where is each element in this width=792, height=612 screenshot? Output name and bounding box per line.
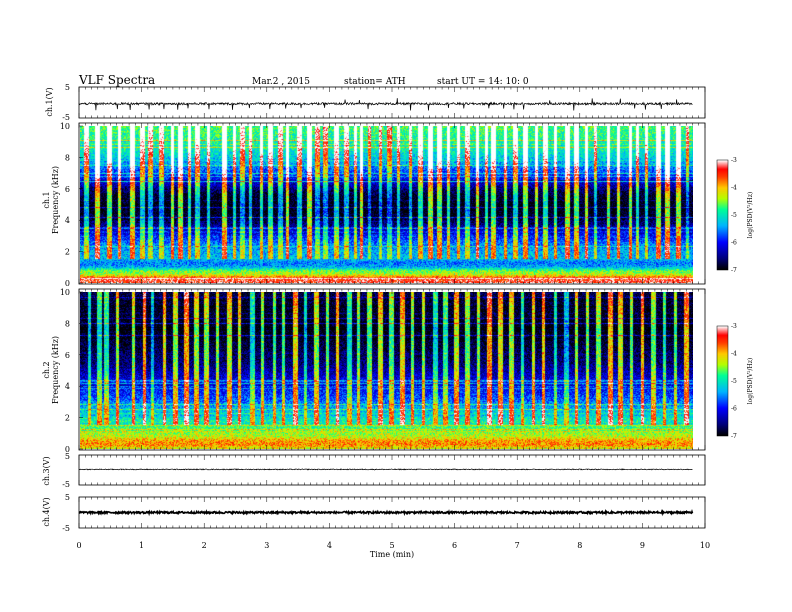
frequency-tick-label: 6 [65,351,70,360]
ch1-colorbar-label: log(PSD(V²/Hz) [747,192,754,239]
start-time-label: start UT = 14: 10: 0 [437,77,529,87]
station-label: station= ATH [344,77,406,87]
ch1-waveform-trace [78,98,693,111]
frequency-tick-label: 2 [65,414,70,423]
x-tick-label: 2 [202,541,207,550]
ch1-frequency-ticks: 0 2 4 6 8 10 [60,122,83,288]
ch1-spec-channel-label: ch.1 [42,191,51,208]
frequency-tick-label: 0 [65,279,70,288]
colorbar-tick-label: -7 [731,267,737,274]
frequency-tick-label: 8 [65,153,70,162]
x-tick-label: 1 [139,541,144,550]
x-tick-label: 10 [700,541,710,550]
x-tick-label: 0 [76,541,81,550]
colorbar-tick-label: -6 [731,240,737,247]
ch2-colorbar-ticks: -3 -4 -5 -6 -7 [731,323,737,440]
ch3-ylabel: ch.3(V) [42,456,51,485]
frequency-tick-label: 2 [65,248,70,257]
ch2-colorbar-label: log(PSD(V²/Hz) [747,358,754,405]
ch3-ytick-bottom: -5 [62,480,70,489]
colorbar-tick-label: -5 [731,212,737,219]
ch1-ylabel: ch.1(V) [45,87,54,116]
colorbar-tick-label: -4 [731,351,737,358]
frequency-tick-label: 8 [65,319,70,328]
panel-ticks [78,455,706,485]
panel-ticks [78,87,706,118]
ch4-ytick-top: 5 [65,493,70,502]
ch2-spec-ylabel: Frequency (kHz) [51,336,60,404]
panel-ticks [78,289,706,450]
colorbar-tick-label: -4 [731,185,737,192]
ch2-spec-channel-label: ch.2 [42,361,51,378]
frequency-tick-label: 4 [65,216,70,225]
ch1-ytick-top: 5 [65,83,70,92]
x-tick-label: 4 [327,541,332,550]
frequency-tick-label: 10 [60,122,70,131]
ch1-colorbar [716,159,729,271]
panel-ch1-waveform: 5 -5 ch.1(V) [45,83,706,122]
ch2-frequency-ticks: 0 2 4 6 8 10 [60,288,83,454]
colorbar-tick-label: -7 [731,433,737,440]
ch3-ytick-top: 5 [65,452,70,461]
frequency-tick-label: 0 [65,445,70,454]
colorbar-tick-label: -3 [731,157,737,164]
ch1-spectrogram-image [80,126,693,283]
x-tick-label: 8 [577,541,582,550]
panel-ticks [78,123,706,284]
x-tick-label: 3 [264,541,269,550]
colorbar-gradient [717,160,728,270]
panel-frame [78,86,706,119]
panel-ch3-waveform: 5 -5 ch.3(V) [42,452,706,489]
colorbar-tick-label: -5 [731,378,737,385]
panel-ch4-waveform: 5 -5 ch.4(V) [42,493,706,533]
x-tick-label: 9 [640,541,645,550]
x-axis-label: Time (min) [370,550,414,559]
panel-ticks [78,497,706,528]
colorbar-tick-label: -6 [731,406,737,413]
colorbar-gradient [717,326,728,436]
colorbar-tick-label: -3 [731,323,737,330]
frequency-tick-label: 10 [60,288,70,297]
frequency-tick-label: 6 [65,185,70,194]
ch4-waveform-trace [78,508,694,517]
ch4-ytick-bottom: -5 [62,524,70,533]
ch4-ylabel: ch.4(V) [42,497,51,526]
ch2-spectrogram-image [80,292,693,449]
ch1-ytick-bottom: -5 [62,113,70,122]
date-label: Mar.2 , 2015 [252,77,310,87]
x-tick-label: 7 [515,541,520,550]
x-tick-label: 6 [452,541,457,550]
ch2-colorbar [716,325,729,437]
figure-title: VLF Spectra [78,73,155,87]
x-tick-label: 5 [389,541,394,550]
ch1-spec-ylabel: Frequency (kHz) [51,166,60,234]
ch1-colorbar-ticks: -3 -4 -5 -6 -7 [731,157,737,274]
x-axis-tick-labels: 0 1 2 3 4 5 6 7 8 9 10 [76,541,710,550]
ch3-waveform-trace [78,468,693,471]
frequency-tick-label: 4 [65,382,70,391]
